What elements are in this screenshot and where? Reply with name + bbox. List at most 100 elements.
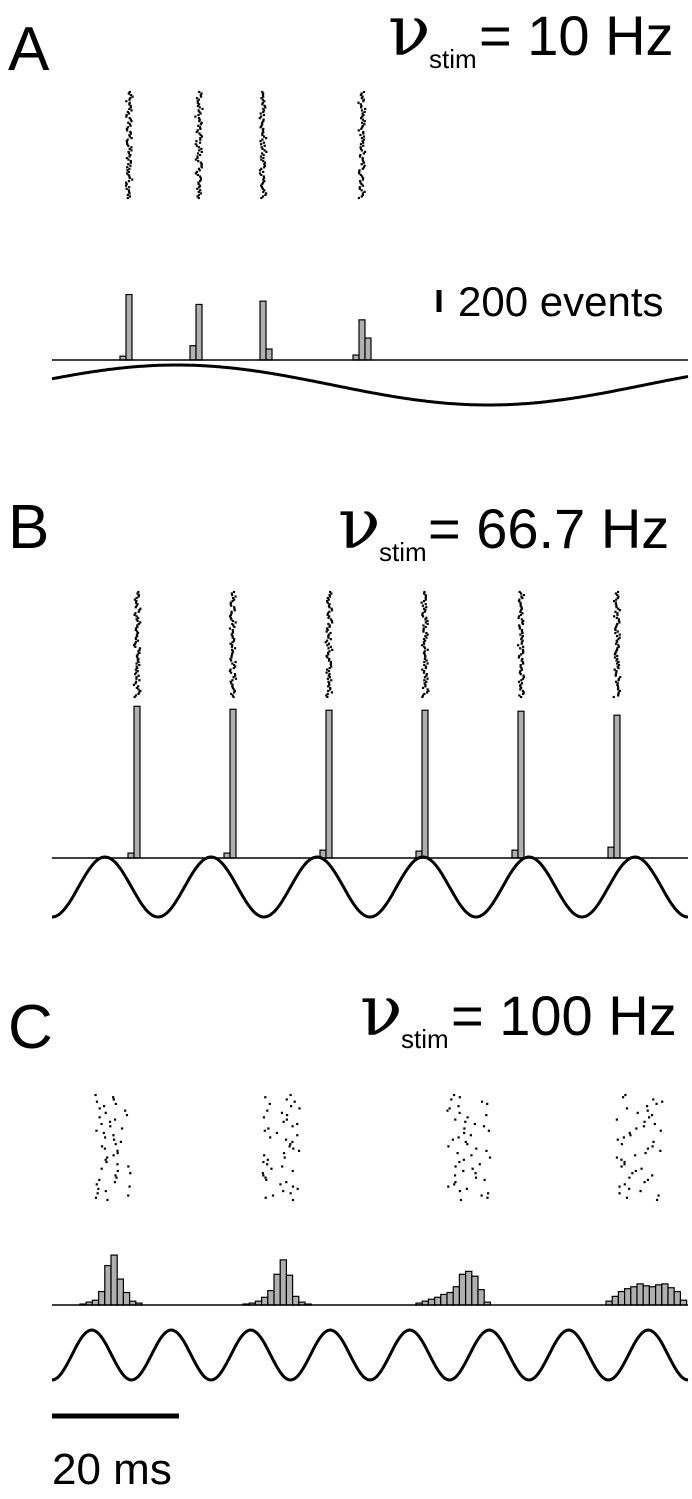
raster-dot <box>138 651 141 654</box>
raster-dot <box>198 153 202 157</box>
raster-dot <box>234 595 237 598</box>
raster-dot <box>643 1120 646 1123</box>
raster-dot <box>129 130 132 134</box>
raster-dot <box>423 660 426 664</box>
raster-dot <box>127 163 130 166</box>
raster-dot <box>470 1154 473 1157</box>
raster-dot <box>198 110 201 114</box>
raster-dot <box>359 153 362 157</box>
raster-dot <box>198 120 201 123</box>
raster-dot <box>329 638 332 641</box>
raster-dot <box>293 1100 296 1103</box>
raster-dot <box>328 595 332 598</box>
raster-dot <box>136 666 139 670</box>
histogram-bar <box>446 1291 454 1306</box>
raster-dot <box>519 603 522 606</box>
raster-dot <box>639 1189 642 1193</box>
raster-dot <box>116 1169 119 1173</box>
raster-dot <box>462 1169 465 1173</box>
raster-dot <box>361 126 364 129</box>
raster-dot <box>615 1118 618 1121</box>
histogram-bar <box>452 1286 461 1306</box>
raster-dot <box>137 593 140 597</box>
raster-dot <box>616 665 619 668</box>
raster-dot <box>231 694 234 697</box>
raster-dot <box>260 173 263 177</box>
raster-dot <box>485 1149 488 1152</box>
raster-dot <box>197 183 200 186</box>
raster-dot <box>517 616 520 619</box>
raster-dot <box>125 113 128 117</box>
raster-dot <box>362 166 366 169</box>
raster-dot <box>135 618 138 621</box>
raster-dot <box>194 143 197 146</box>
raster-dot <box>231 641 234 644</box>
raster-dot <box>127 150 130 154</box>
raster-dot <box>478 1163 481 1166</box>
raster-dot <box>360 104 363 107</box>
raster-dot <box>624 1093 627 1097</box>
raster-dot <box>199 192 202 195</box>
raster-dot <box>262 113 265 117</box>
raster-dot <box>197 117 201 120</box>
raster-dot <box>233 673 237 676</box>
raster-dot <box>357 101 360 104</box>
raster-dot <box>360 127 363 130</box>
panel-a-plot <box>51 90 689 407</box>
raster-dot <box>196 195 199 198</box>
raster-dot <box>133 613 136 616</box>
raster-dot <box>423 647 427 650</box>
raster-dot <box>135 671 138 674</box>
raster-dot <box>128 98 131 101</box>
raster-dot <box>135 676 138 679</box>
raster-dot <box>229 601 232 604</box>
raster-dot <box>423 590 426 594</box>
raster-dot <box>135 596 138 600</box>
raster-dot <box>362 161 365 164</box>
raster-dot <box>114 1174 117 1177</box>
raster-dot <box>132 683 135 686</box>
raster-dot <box>519 673 522 676</box>
raster-dot <box>466 1116 469 1119</box>
raster-dot <box>425 636 428 639</box>
raster-dot <box>231 635 234 638</box>
raster-dot <box>127 152 131 155</box>
raster-dot <box>362 130 365 134</box>
raster-dot <box>518 671 521 674</box>
raster-dot <box>198 175 202 178</box>
raster-dot <box>359 143 363 146</box>
raster-dot <box>620 1158 623 1161</box>
raster-dot <box>261 101 264 104</box>
raster-dot <box>423 670 426 673</box>
raster-dot <box>358 186 361 189</box>
raster-dot <box>423 676 427 679</box>
raster-dot <box>615 648 619 651</box>
raster-dot <box>326 600 329 603</box>
raster-dot <box>279 1183 282 1186</box>
raster-dot <box>631 1172 634 1175</box>
raster-dot <box>136 656 139 659</box>
raster-dot <box>615 604 618 607</box>
raster-dot <box>138 648 141 651</box>
raster-dot <box>617 618 621 621</box>
raster-dot <box>520 638 523 641</box>
raster-dot <box>482 1125 486 1128</box>
raster-dot <box>522 645 525 648</box>
panel-a-stim-subscript: stim <box>429 44 477 74</box>
raster-dot <box>521 612 524 615</box>
raster-dot <box>480 1194 483 1197</box>
raster-dot <box>125 141 129 144</box>
raster-dot <box>229 659 233 662</box>
raster-dot <box>629 1134 632 1137</box>
raster-dot <box>616 685 620 688</box>
raster-dot <box>262 178 265 181</box>
raster-dot <box>234 674 237 677</box>
raster-dot <box>232 695 235 699</box>
raster-dot <box>197 190 200 193</box>
raster-dot <box>519 601 522 604</box>
raster-dot <box>326 601 329 604</box>
raster-dot <box>234 621 237 624</box>
raster-dot <box>363 110 366 114</box>
raster-dot <box>196 173 199 177</box>
raster-dot <box>275 1131 278 1135</box>
